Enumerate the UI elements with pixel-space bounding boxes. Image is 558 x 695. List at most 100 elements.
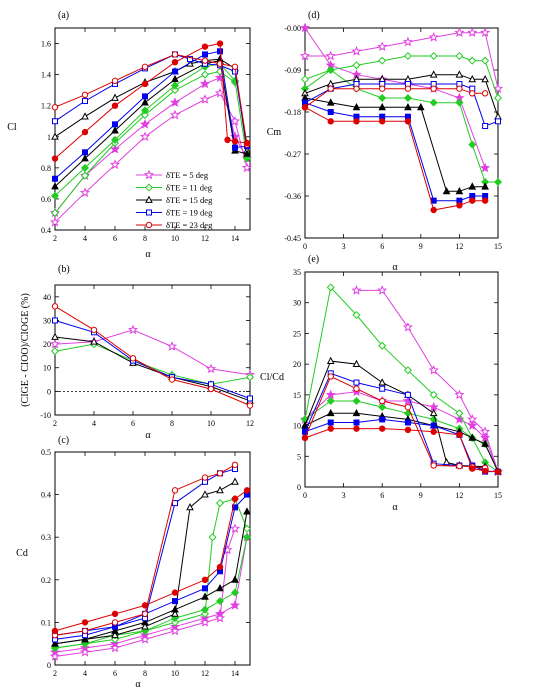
legend-label: δTE = 15 deg — [166, 195, 213, 205]
data-point — [141, 80, 149, 88]
data-point — [169, 109, 181, 120]
data-point — [404, 391, 411, 398]
data-point — [493, 177, 503, 187]
y-tick-label: 15 — [293, 391, 301, 400]
data-point — [166, 341, 178, 351]
data-point — [494, 112, 502, 120]
x-tick-label: 8 — [143, 669, 147, 678]
data-point — [129, 355, 137, 362]
series-9 — [51, 487, 251, 635]
data-point — [80, 171, 90, 180]
x-tick-label: 12 — [201, 234, 209, 243]
x-tick-label: 3 — [342, 491, 346, 500]
data-point — [171, 74, 179, 83]
data-point — [377, 285, 388, 295]
data-point — [79, 187, 91, 197]
data-point — [402, 36, 413, 47]
data-point — [52, 118, 58, 125]
series-line — [304, 83, 499, 127]
legend-label: δTE = 5 deg — [166, 170, 209, 180]
data-point — [81, 128, 89, 136]
series-4 — [51, 303, 254, 409]
data-point — [327, 425, 334, 432]
data-point — [454, 27, 465, 37]
data-point — [81, 627, 89, 635]
y-tick-label: 0.4 — [41, 226, 51, 235]
data-point — [202, 585, 208, 592]
x-tick-label: 10 — [207, 419, 215, 428]
legend-item: δTE = 11 deg — [136, 183, 213, 193]
x-tick-label: 2 — [53, 234, 57, 243]
series-line — [54, 343, 251, 385]
data-point — [379, 85, 386, 92]
data-point — [378, 378, 387, 386]
x-tick-label: 0 — [303, 242, 307, 251]
x-tick-label: 3 — [342, 242, 346, 251]
x-tick-label: 12 — [246, 419, 254, 428]
data-point — [429, 390, 438, 399]
data-point — [207, 385, 215, 393]
data-point — [168, 376, 176, 383]
series-2 — [300, 283, 503, 476]
data-point — [378, 56, 387, 65]
data-point — [51, 155, 59, 162]
x-axis-label: α — [145, 430, 151, 441]
data-point — [110, 135, 120, 144]
data-point — [404, 426, 412, 434]
x-tick-label: 15 — [494, 491, 502, 500]
data-point — [353, 85, 360, 92]
data-point — [141, 622, 149, 630]
data-point — [139, 131, 151, 142]
series-2 — [50, 67, 240, 217]
panel-e: 0 3 6 9 12 15 0 5 10 15 20 25 30 35 (e) α Cl/Cd — [260, 254, 504, 513]
data-point — [481, 467, 489, 475]
panel-label: (e) — [308, 254, 319, 265]
y-axis-label: Cm — [267, 127, 282, 138]
series-5 — [51, 507, 251, 647]
y-tick-label: 1 — [47, 133, 51, 142]
data-point — [468, 56, 477, 65]
data-point — [215, 597, 225, 606]
data-point — [127, 324, 139, 335]
data-point — [429, 70, 438, 78]
data-point — [229, 523, 241, 533]
data-point — [430, 206, 437, 214]
data-point — [404, 419, 411, 426]
data-point — [379, 425, 386, 432]
legend-marker — [146, 209, 152, 216]
data-point — [456, 85, 463, 92]
data-point — [481, 197, 489, 204]
data-point — [300, 50, 310, 61]
data-point — [243, 487, 251, 494]
data-point — [482, 123, 489, 129]
data-point — [300, 75, 310, 84]
data-point — [232, 504, 238, 511]
data-point — [378, 102, 387, 111]
y-tick-label: 10 — [43, 364, 51, 373]
series-8 — [51, 461, 239, 639]
series-line — [304, 400, 499, 473]
data-point — [139, 119, 151, 129]
y-tick-label: 1.6 — [41, 40, 51, 49]
data-point — [403, 93, 412, 103]
x-tick-label: 9 — [419, 491, 423, 500]
data-point — [456, 431, 463, 438]
panel-a: 2 4 6 8 10 12 14 0.4 0.6 0.8 1 1.2 1.4 1.6 (a) α Cl — [7, 10, 253, 260]
data-point — [51, 639, 59, 647]
series-line — [356, 289, 499, 472]
data-point — [170, 614, 180, 623]
x-tick-label: 6 — [113, 669, 117, 678]
data-point — [492, 83, 504, 93]
data-point — [171, 487, 179, 494]
data-point — [140, 106, 150, 115]
data-point — [404, 118, 412, 125]
x-axis-label: α — [392, 262, 398, 273]
series-line — [54, 498, 248, 649]
data-point — [353, 385, 360, 392]
data-point — [379, 118, 386, 125]
series-9 — [301, 425, 502, 475]
data-point — [353, 379, 360, 386]
data-point — [455, 51, 464, 61]
data-point — [377, 41, 388, 51]
series-7 — [52, 48, 250, 182]
